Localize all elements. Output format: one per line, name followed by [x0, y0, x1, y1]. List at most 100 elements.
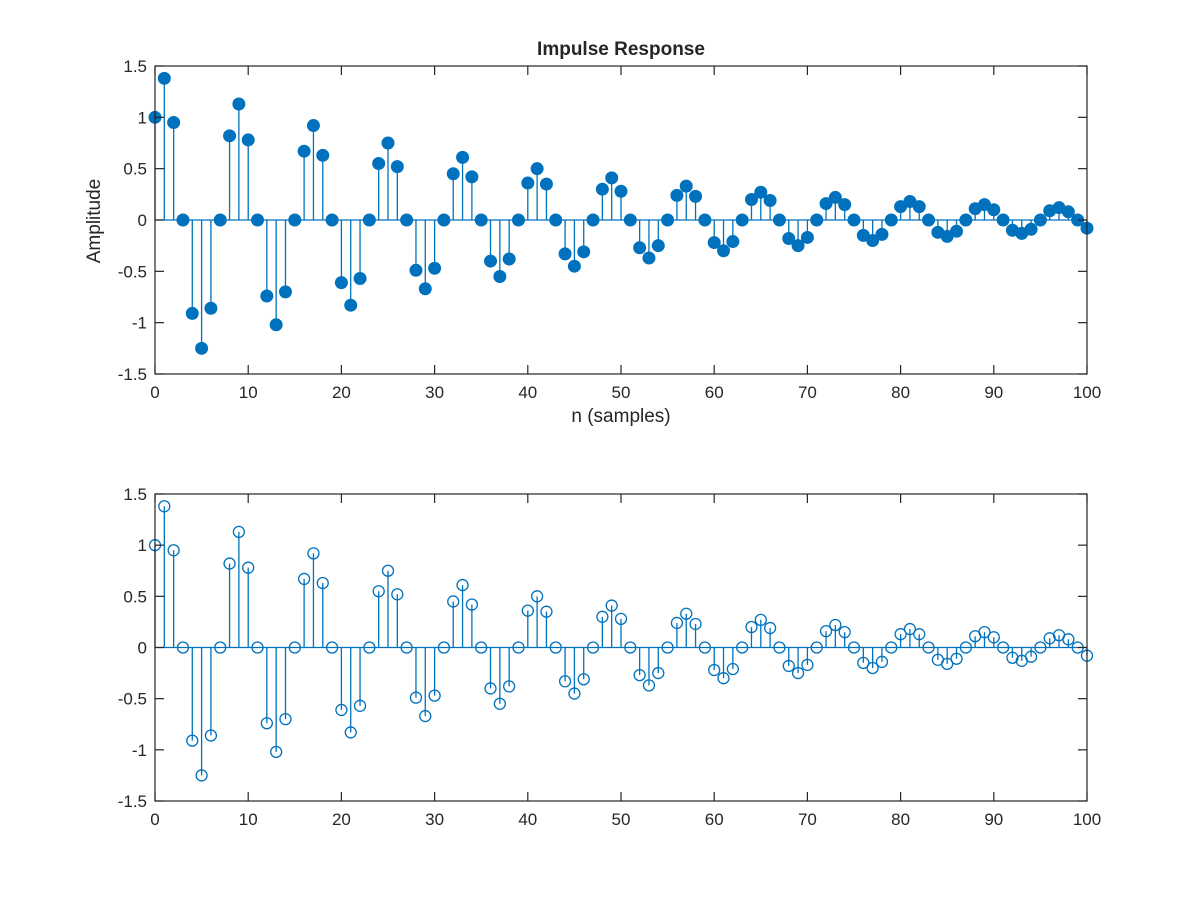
- data-point: [875, 655, 889, 668]
- data-point: [698, 213, 712, 227]
- chart-title: Impulse Response: [537, 39, 705, 60]
- data-point: [791, 239, 805, 253]
- data-point: [913, 628, 926, 641]
- data-point: [176, 641, 190, 654]
- data-point: [596, 610, 609, 623]
- data-point: [866, 234, 880, 248]
- data-point: [223, 557, 236, 570]
- x-tick-label: 100: [1073, 383, 1101, 402]
- data-point: [652, 666, 665, 680]
- data-point: [810, 641, 823, 654]
- data-point: [381, 136, 395, 150]
- data-point: [624, 641, 637, 654]
- bottom-stem-plot: 0 10 20 30 40 50 60 70 80 90 100 -1.5 -1 -0.5 0 0.5 1 1.5: [118, 485, 1101, 829]
- data-point: [334, 276, 348, 290]
- data-point: [549, 641, 562, 654]
- data-point: [167, 115, 181, 129]
- data-point: [512, 641, 525, 654]
- data-point: [176, 213, 190, 227]
- data-point: [325, 213, 339, 227]
- data-point: [297, 572, 311, 586]
- x-tick-label: 30: [425, 383, 444, 402]
- y-axis-label: Amplitude: [84, 179, 105, 264]
- data-point: [810, 213, 824, 227]
- x-tick-label: 60: [705, 810, 724, 829]
- data-point: [857, 656, 870, 669]
- x-tick-label: 70: [798, 383, 817, 402]
- data-point: [698, 641, 712, 654]
- data-point: [605, 599, 618, 612]
- data-point: [260, 289, 274, 303]
- data-point: [577, 673, 590, 686]
- data-point: [736, 641, 749, 654]
- data-point: [819, 197, 833, 211]
- x-tick-label: 70: [798, 810, 817, 829]
- data-point: [651, 239, 665, 253]
- data-point: [595, 182, 609, 196]
- data-point: [558, 247, 572, 261]
- data-point: [744, 192, 758, 206]
- data-point: [745, 620, 758, 634]
- data-point: [465, 170, 479, 184]
- x-tick-label: 0: [150, 810, 159, 829]
- data-point: [838, 626, 851, 639]
- data-point: [726, 235, 740, 249]
- data-point: [493, 697, 506, 710]
- data-point: [465, 598, 479, 611]
- data-point: [232, 97, 246, 111]
- x-axis-label: n (samples): [571, 406, 670, 427]
- data-point: [623, 213, 637, 227]
- data-point: [232, 525, 246, 539]
- x-tick-label: 60: [705, 383, 724, 402]
- data-point: [680, 607, 693, 620]
- data-point: [726, 662, 739, 676]
- x-tick-label: 50: [612, 383, 631, 402]
- data-point: [772, 213, 786, 227]
- x-tick-label: 90: [984, 383, 1003, 402]
- data-point: [213, 213, 227, 227]
- data-point: [502, 252, 516, 266]
- data-point: [474, 213, 488, 227]
- x-tick-label: 10: [239, 810, 258, 829]
- x-tick-label: 10: [239, 383, 258, 402]
- x-tick-label: 30: [425, 810, 444, 829]
- data-point: [577, 245, 591, 259]
- data-point: [204, 301, 218, 315]
- data-point: [503, 680, 516, 693]
- data-point: [941, 657, 954, 671]
- data-point: [707, 236, 721, 250]
- data-point: [530, 162, 544, 176]
- data-point: [530, 590, 544, 603]
- data-point: [372, 585, 385, 598]
- data-point: [428, 689, 441, 702]
- data-point: [875, 227, 889, 241]
- data-point: [400, 641, 413, 654]
- x-tick-label: 20: [332, 383, 351, 402]
- data-point: [353, 272, 367, 286]
- data-point: [269, 318, 283, 332]
- data-point: [1033, 213, 1047, 227]
- data-point: [754, 185, 768, 199]
- data-point: [782, 231, 796, 245]
- data-point: [493, 269, 507, 283]
- y-tick-label: -0.5: [118, 262, 147, 281]
- data-point: [549, 213, 563, 227]
- data-point: [912, 200, 926, 214]
- data-point: [185, 306, 199, 320]
- data-point: [447, 595, 460, 608]
- data-point: [437, 213, 451, 227]
- data-point: [614, 184, 628, 198]
- data-point: [754, 613, 767, 627]
- data-point: [959, 213, 973, 227]
- data-point: [475, 641, 488, 654]
- data-point: [847, 641, 861, 654]
- data-point: [167, 544, 180, 557]
- y-tick-label: 1.5: [123, 57, 147, 76]
- data-point: [540, 605, 553, 618]
- data-point: [521, 176, 535, 190]
- data-point: [633, 668, 646, 682]
- x-tick-label: 40: [518, 810, 537, 829]
- data-point: [763, 193, 777, 207]
